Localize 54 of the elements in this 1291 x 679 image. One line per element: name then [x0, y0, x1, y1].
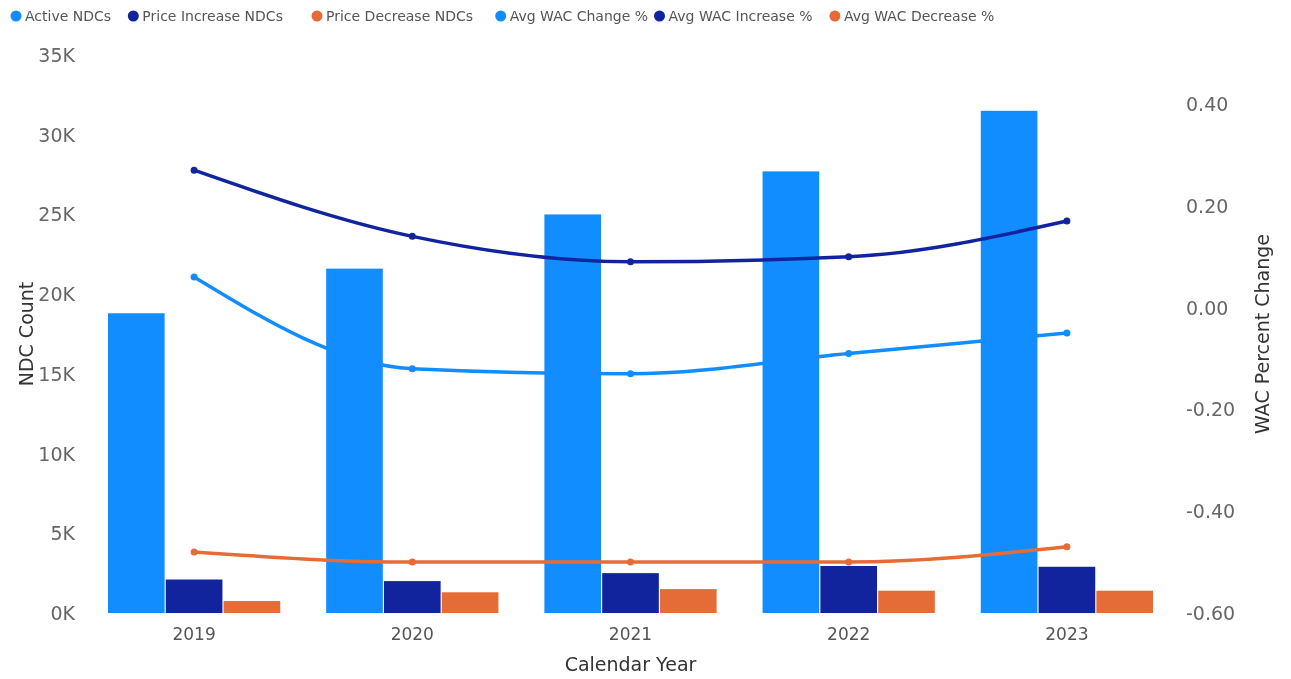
y2-tick-label: -0.40 — [1186, 500, 1236, 523]
bar — [223, 601, 281, 613]
y2-tick-label: -0.60 — [1186, 602, 1236, 624]
y2-tick-label: 0.00 — [1186, 296, 1229, 319]
point — [845, 253, 853, 261]
y-tick-label: 35K — [38, 44, 76, 66]
bar — [602, 573, 659, 613]
bar — [878, 590, 935, 613]
bar — [1038, 566, 1096, 613]
y-tick-label: 30K — [38, 123, 76, 146]
point — [627, 558, 634, 566]
point — [1063, 543, 1071, 551]
point — [190, 273, 198, 281]
bar — [107, 313, 165, 613]
y-tick-label: 0K — [50, 602, 76, 624]
x-tick-label: 2021 — [608, 624, 653, 644]
point — [190, 166, 198, 174]
y-tick-label: 20K — [38, 283, 76, 306]
point — [627, 258, 634, 266]
x-tick-label: 2023 — [1045, 624, 1089, 644]
bar — [383, 581, 441, 613]
y2-tick-label: -0.20 — [1186, 398, 1236, 421]
x-tick-label: 2022 — [827, 624, 871, 644]
point — [1063, 329, 1071, 337]
legend-label: Avg WAC Decrease % — [843, 8, 995, 24]
point — [408, 232, 416, 240]
bar — [820, 565, 878, 613]
point — [845, 558, 853, 566]
point — [190, 548, 198, 556]
bar — [441, 592, 499, 613]
legend-label: Avg WAC Change % — [509, 8, 649, 24]
legend-label: Active NDCs — [25, 8, 112, 24]
legend-label: Avg WAC Increase % — [668, 8, 813, 24]
point — [408, 365, 416, 373]
bar — [1096, 590, 1154, 613]
bar — [659, 589, 717, 613]
y-tick-label: 10K — [38, 442, 76, 465]
point — [627, 370, 634, 378]
y-tick-label: 5K — [50, 522, 76, 545]
x-axis-title: Calendar Year — [564, 653, 697, 675]
point — [845, 349, 853, 357]
x-tick-label: 2019 — [172, 624, 216, 644]
y-tick-label: 25K — [38, 203, 76, 226]
y-axis-title: NDC Count — [15, 281, 37, 387]
bar — [165, 579, 223, 613]
y2-axis-title: WAC Percent Change — [1251, 234, 1273, 434]
point — [1063, 217, 1071, 225]
y2-tick-label: 0.40 — [1186, 93, 1229, 115]
legend-label: Price Decrease NDCs — [326, 8, 474, 24]
point — [408, 558, 416, 566]
y2-tick-label: 0.20 — [1186, 194, 1229, 217]
x-tick-label: 2020 — [390, 624, 434, 644]
legend-label: Price Increase NDCs — [142, 8, 283, 24]
y-tick-label: 15K — [38, 362, 76, 385]
